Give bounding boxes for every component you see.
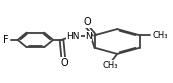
- Text: HN: HN: [67, 32, 80, 41]
- Text: CH₃: CH₃: [152, 31, 168, 40]
- Text: N: N: [85, 32, 92, 41]
- Text: F: F: [3, 35, 8, 45]
- Text: N: N: [85, 32, 92, 41]
- Text: O: O: [84, 17, 92, 27]
- Text: CH₃: CH₃: [103, 61, 118, 70]
- Text: O: O: [60, 58, 68, 68]
